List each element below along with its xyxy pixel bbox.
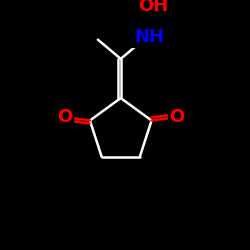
- Text: OH: OH: [138, 0, 168, 15]
- Text: O: O: [57, 108, 72, 126]
- Text: O: O: [170, 108, 185, 126]
- Text: NH: NH: [134, 28, 164, 46]
